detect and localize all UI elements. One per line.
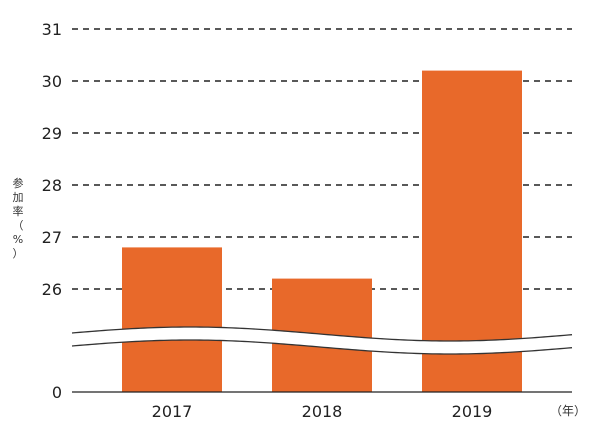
bar-2019: [422, 70, 522, 392]
y-tick-26: 26: [42, 280, 62, 299]
y-tick-29: 29: [42, 124, 62, 143]
break-line-top: [71, 326, 573, 342]
y-tick-30: 30: [42, 72, 62, 91]
x-tick-labels: 2017 2018 2019: [152, 402, 493, 421]
x-tick-2018: 2018: [302, 402, 343, 421]
x-tick-2017: 2017: [152, 402, 193, 421]
x-unit-label: （年）: [550, 404, 586, 418]
y-tick-labels: 31 30 29 28 27 26 0: [42, 20, 62, 402]
axis-break: [71, 326, 573, 355]
y-tick-27: 27: [42, 228, 62, 247]
x-tick-2019: 2019: [452, 402, 493, 421]
y-tick-0: 0: [52, 383, 62, 402]
break-band: [72, 327, 572, 354]
y-axis-label: 参加率（%）: [13, 176, 24, 260]
y-tick-28: 28: [42, 176, 62, 195]
bar-2017: [122, 247, 222, 392]
y-tick-31: 31: [42, 20, 62, 39]
break-line-bottom: [71, 339, 573, 355]
